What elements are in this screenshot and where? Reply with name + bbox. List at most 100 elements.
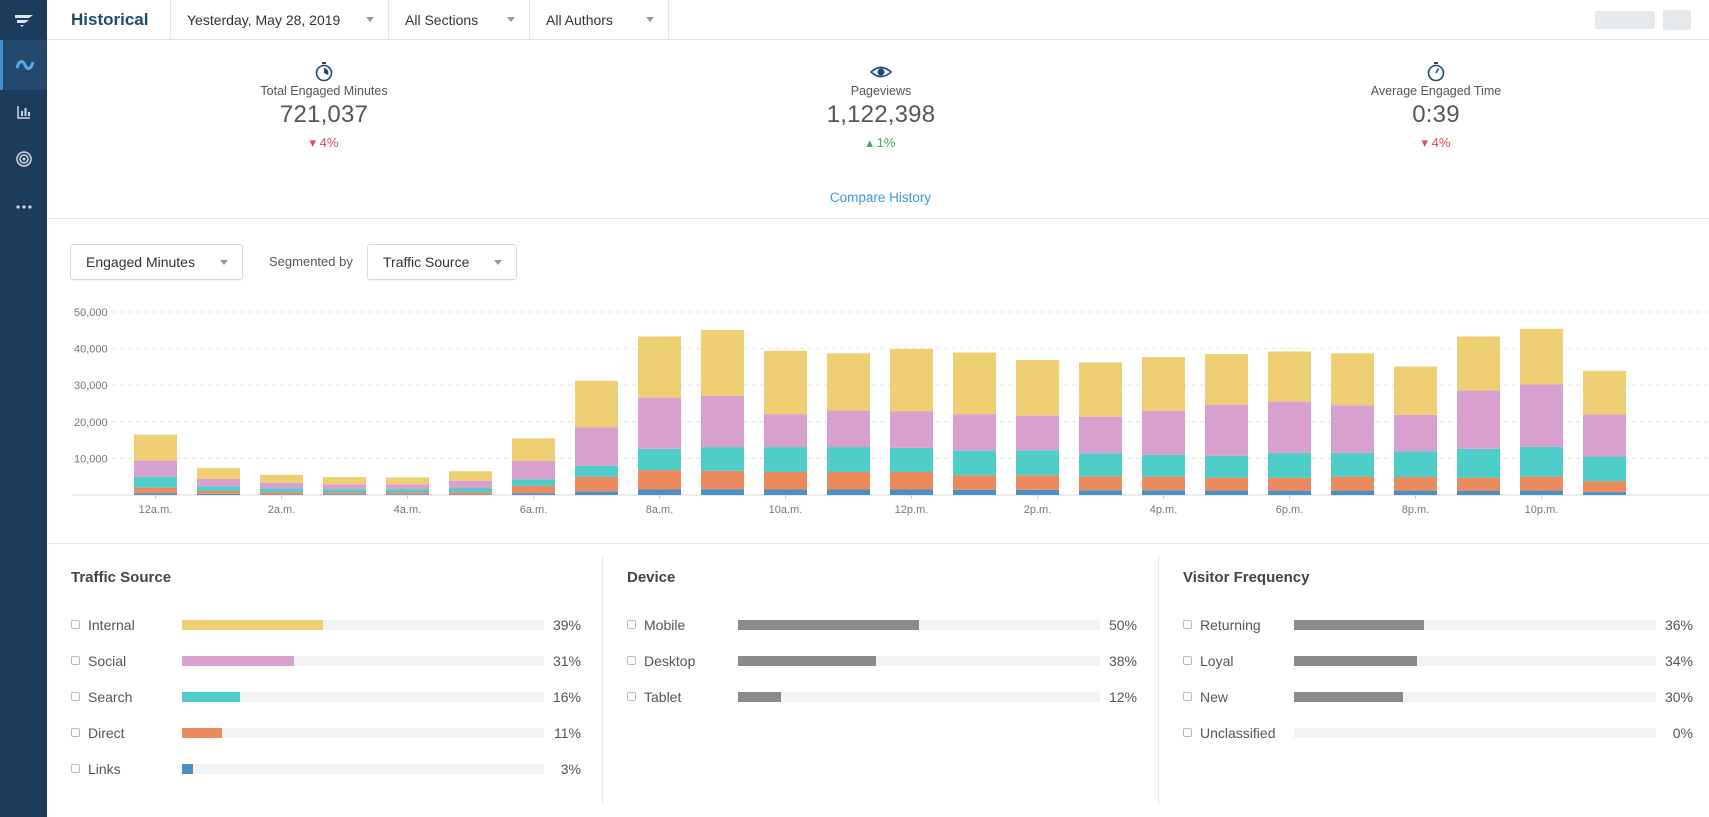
bar-segment-direct[interactable] (638, 470, 681, 490)
bar-segment-direct[interactable] (827, 471, 870, 490)
bar-segment-direct[interactable] (1268, 477, 1311, 491)
bar-segment-links[interactable] (134, 493, 177, 495)
bar-segment-direct[interactable] (134, 487, 177, 494)
metric-dropdown[interactable]: Engaged Minutes (70, 244, 243, 280)
user-menu[interactable] (1595, 10, 1691, 30)
bar-segment-direct[interactable] (1394, 477, 1437, 491)
bar-segment-links[interactable] (701, 489, 744, 495)
bar-segment-search[interactable] (575, 465, 618, 477)
bar-segment-social[interactable] (1142, 410, 1185, 455)
bar-segment-search[interactable] (827, 447, 870, 472)
bar-segment-social[interactable] (134, 460, 177, 477)
bar-segment-internal[interactable] (827, 353, 870, 411)
bar-segment-links[interactable] (1268, 490, 1311, 495)
bar-segment-direct[interactable] (386, 492, 429, 495)
row-checkbox[interactable] (71, 692, 80, 701)
bar-segment-internal[interactable] (575, 380, 618, 428)
bar-segment-search[interactable] (1331, 452, 1374, 477)
bar-segment-search[interactable] (260, 488, 303, 493)
bar-segment-links[interactable] (827, 489, 870, 495)
row-checkbox[interactable] (71, 656, 80, 665)
bar-chart-icon[interactable] (0, 88, 47, 136)
bar-segment-internal[interactable] (1394, 366, 1437, 415)
row-checkbox[interactable] (71, 728, 80, 737)
bar-segment-internal[interactable] (890, 348, 933, 412)
bar-segment-internal[interactable] (1583, 370, 1626, 415)
bar-segment-social[interactable] (1394, 414, 1437, 452)
bar-segment-direct[interactable] (890, 471, 933, 490)
bar-segment-social[interactable] (575, 427, 618, 466)
segment-dropdown[interactable]: Traffic Source (367, 244, 517, 280)
bar-segment-social[interactable] (1520, 384, 1563, 447)
bar-segment-search[interactable] (197, 486, 240, 491)
bar-segment-direct[interactable] (323, 492, 366, 495)
bar-segment-search[interactable] (1394, 451, 1437, 478)
row-checkbox[interactable] (1183, 620, 1192, 629)
bar-segment-internal[interactable] (1079, 362, 1122, 417)
bar-segment-internal[interactable] (764, 350, 807, 415)
bar-segment-internal[interactable] (323, 477, 366, 485)
bar-segment-links[interactable] (449, 494, 492, 495)
bar-segment-social[interactable] (953, 414, 996, 451)
bar-segment-links[interactable] (197, 493, 240, 495)
target-icon[interactable] (0, 135, 47, 183)
row-checkbox[interactable] (627, 620, 636, 629)
bar-segment-links[interactable] (512, 493, 555, 495)
logo-icon[interactable] (0, 0, 47, 40)
more-icon[interactable] (0, 183, 47, 231)
bar-segment-links[interactable] (1394, 490, 1437, 495)
bar-segment-search[interactable] (764, 447, 807, 472)
bar-segment-internal[interactable] (1205, 354, 1248, 405)
bar-segment-internal[interactable] (1016, 359, 1059, 416)
bar-segment-direct[interactable] (1520, 476, 1563, 491)
bar-segment-search[interactable] (449, 488, 492, 493)
bar-segment-direct[interactable] (953, 475, 996, 490)
bar-segment-links[interactable] (1016, 489, 1059, 495)
bar-segment-social[interactable] (1457, 390, 1500, 449)
bar-segment-search[interactable] (1268, 452, 1311, 478)
bar-segment-search[interactable] (1142, 454, 1185, 477)
bar-segment-social[interactable] (638, 397, 681, 449)
bar-segment-search[interactable] (1016, 450, 1059, 476)
bar-segment-links[interactable] (764, 489, 807, 495)
bar-segment-links[interactable] (1583, 492, 1626, 495)
bar-segment-social[interactable] (827, 410, 870, 448)
bar-segment-search[interactable] (638, 448, 681, 471)
bar-segment-social[interactable] (1583, 414, 1626, 457)
date-dropdown[interactable]: Yesterday, May 28, 2019 (171, 0, 389, 40)
bar-segment-social[interactable] (1331, 405, 1374, 453)
row-checkbox[interactable] (71, 764, 80, 773)
bar-segment-direct[interactable] (701, 470, 744, 490)
bar-segment-links[interactable] (953, 489, 996, 495)
bar-segment-links[interactable] (890, 489, 933, 495)
bar-segment-internal[interactable] (260, 474, 303, 483)
bar-segment-direct[interactable] (1205, 477, 1248, 491)
bar-segment-links[interactable] (1142, 490, 1185, 495)
bar-segment-search[interactable] (953, 450, 996, 476)
bar-segment-social[interactable] (323, 484, 366, 490)
bar-segment-links[interactable] (1520, 490, 1563, 495)
bar-segment-social[interactable] (1016, 415, 1059, 451)
bar-segment-internal[interactable] (701, 329, 744, 396)
bar-segment-search[interactable] (323, 489, 366, 493)
bar-segment-direct[interactable] (1079, 476, 1122, 491)
bar-segment-social[interactable] (1079, 416, 1122, 454)
bar-segment-links[interactable] (1331, 490, 1374, 495)
bar-segment-internal[interactable] (1331, 353, 1374, 406)
bar-segment-direct[interactable] (197, 490, 240, 494)
row-checkbox[interactable] (1183, 656, 1192, 665)
bar-segment-search[interactable] (1520, 446, 1563, 477)
bar-segment-search[interactable] (512, 479, 555, 486)
bar-segment-internal[interactable] (953, 352, 996, 415)
bar-segment-search[interactable] (890, 447, 933, 472)
bar-segment-links[interactable] (1079, 490, 1122, 495)
bar-segment-social[interactable] (764, 414, 807, 448)
bar-segment-direct[interactable] (764, 471, 807, 490)
bar-segment-links[interactable] (1457, 490, 1500, 495)
bar-segment-internal[interactable] (1457, 336, 1500, 391)
compare-history-link[interactable]: Compare History (829, 190, 932, 205)
bar-segment-social[interactable] (449, 480, 492, 489)
bar-segment-direct[interactable] (260, 492, 303, 495)
bar-segment-internal[interactable] (449, 471, 492, 481)
bar-segment-direct[interactable] (1016, 475, 1059, 490)
